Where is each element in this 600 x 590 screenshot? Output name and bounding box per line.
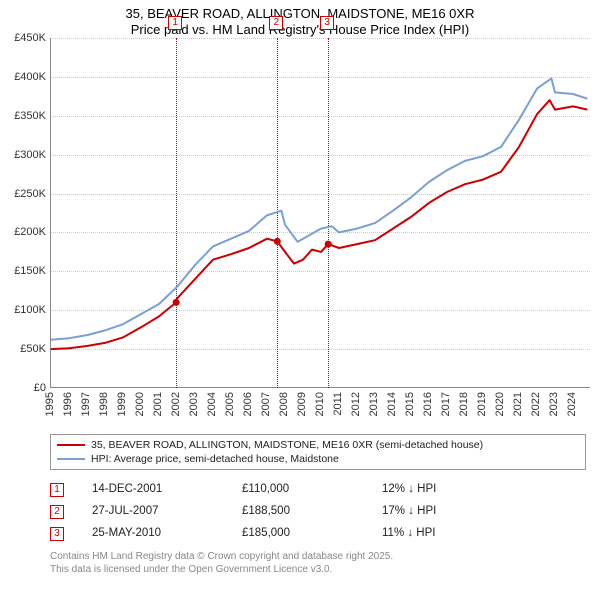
sale-diff: 11% ↓ HPI (382, 527, 522, 539)
xtick-label: 2019 (476, 392, 488, 416)
xtick-label: 2022 (530, 392, 542, 416)
sale-point-icon (173, 299, 180, 306)
xtick-label: 1995 (44, 392, 56, 416)
sale-date: 27-JUL-2007 (92, 505, 242, 517)
xtick-label: 2021 (512, 392, 524, 416)
xtick-label: 2004 (206, 392, 218, 416)
table-row: 2 27-JUL-2007 £188,500 17% ↓ HPI (50, 500, 586, 522)
xtick-label: 2016 (422, 392, 434, 416)
legend-label-hpi: HPI: Average price, semi-detached house,… (91, 453, 339, 465)
ytick-label: £350K (0, 110, 46, 122)
xtick-label: 2015 (404, 392, 416, 416)
xtick-label: 2020 (494, 392, 506, 416)
xtick-label: 1996 (62, 392, 74, 416)
xtick-label: 2010 (314, 392, 326, 416)
xtick-label: 2017 (440, 392, 452, 416)
xtick-label: 2023 (548, 392, 560, 416)
xtick-label: 2011 (332, 392, 344, 416)
sale-diff: 12% ↓ HPI (382, 483, 522, 495)
xtick-label: 1997 (80, 392, 92, 416)
chart-container: 35, BEAVER ROAD, ALLINGTON, MAIDSTONE, M… (0, 0, 600, 590)
ytick-label: £150K (0, 265, 46, 277)
xtick-label: 2001 (152, 392, 164, 416)
chart-area: £0 £50K £100K £150K £200K £250K £300K £350K £400… (0, 38, 600, 428)
sale-marker-box: 1 (168, 16, 182, 30)
legend-swatch-hpi (57, 458, 85, 460)
xtick-label: 2000 (134, 392, 146, 416)
footer-line-2: This data is licensed under the Open Gov… (50, 563, 393, 576)
xtick-label: 2024 (566, 392, 578, 416)
ytick-label: £250K (0, 188, 46, 200)
line-series-svg (51, 38, 591, 388)
sales-table: 1 14-DEC-2001 £110,000 12% ↓ HPI 2 27-JU… (50, 478, 586, 544)
ytick-label: £0 (0, 382, 46, 394)
legend-label-property: 35, BEAVER ROAD, ALLINGTON, MAIDSTONE, M… (91, 439, 483, 451)
xtick-label: 2009 (296, 392, 308, 416)
xtick-label: 2003 (188, 392, 200, 416)
legend: 35, BEAVER ROAD, ALLINGTON, MAIDSTONE, M… (50, 434, 586, 470)
xtick-label: 2007 (260, 392, 272, 416)
xtick-label: 2014 (386, 392, 398, 416)
footer-attribution: Contains HM Land Registry data © Crown c… (50, 550, 393, 576)
xtick-label: 2006 (242, 392, 254, 416)
table-row: 1 14-DEC-2001 £110,000 12% ↓ HPI (50, 478, 586, 500)
ytick-label: £50K (0, 343, 46, 355)
series-line-hpi (51, 78, 587, 339)
sale-marker-3: 3 (50, 527, 64, 541)
plot-area: 123 (50, 38, 590, 388)
xtick-label: 2013 (368, 392, 380, 416)
ytick-label: £400K (0, 71, 46, 83)
sale-diff: 17% ↓ HPI (382, 505, 522, 517)
sale-price: £110,000 (242, 483, 382, 495)
legend-item-property: 35, BEAVER ROAD, ALLINGTON, MAIDSTONE, M… (57, 438, 579, 452)
sale-marker-2: 2 (50, 505, 64, 519)
title-line-1: 35, BEAVER ROAD, ALLINGTON, MAIDSTONE, M… (0, 6, 600, 22)
sale-date: 14-DEC-2001 (92, 483, 242, 495)
table-row: 3 25-MAY-2010 £185,000 11% ↓ HPI (50, 522, 586, 544)
xtick-label: 1999 (116, 392, 128, 416)
legend-swatch-property (57, 444, 85, 446)
footer-line-1: Contains HM Land Registry data © Crown c… (50, 550, 393, 563)
sale-marker-1: 1 (50, 483, 64, 497)
sale-point-icon (325, 241, 332, 248)
ytick-label: £450K (0, 32, 46, 44)
sale-marker-box: 2 (269, 16, 283, 30)
sale-price: £188,500 (242, 505, 382, 517)
ytick-label: £200K (0, 226, 46, 238)
title-block: 35, BEAVER ROAD, ALLINGTON, MAIDSTONE, M… (0, 0, 600, 39)
sale-date: 25-MAY-2010 (92, 527, 242, 539)
xtick-label: 2012 (350, 392, 362, 416)
sale-marker-box: 3 (320, 16, 334, 30)
sale-price: £185,000 (242, 527, 382, 539)
xtick-label: 2002 (170, 392, 182, 416)
xtick-label: 1998 (98, 392, 110, 416)
ytick-label: £300K (0, 149, 46, 161)
ytick-label: £100K (0, 304, 46, 316)
xtick-label: 2008 (278, 392, 290, 416)
title-line-2: Price paid vs. HM Land Registry's House … (0, 22, 600, 38)
sale-point-icon (274, 238, 281, 245)
legend-item-hpi: HPI: Average price, semi-detached house,… (57, 452, 579, 466)
xtick-label: 2018 (458, 392, 470, 416)
xtick-label: 2005 (224, 392, 236, 416)
